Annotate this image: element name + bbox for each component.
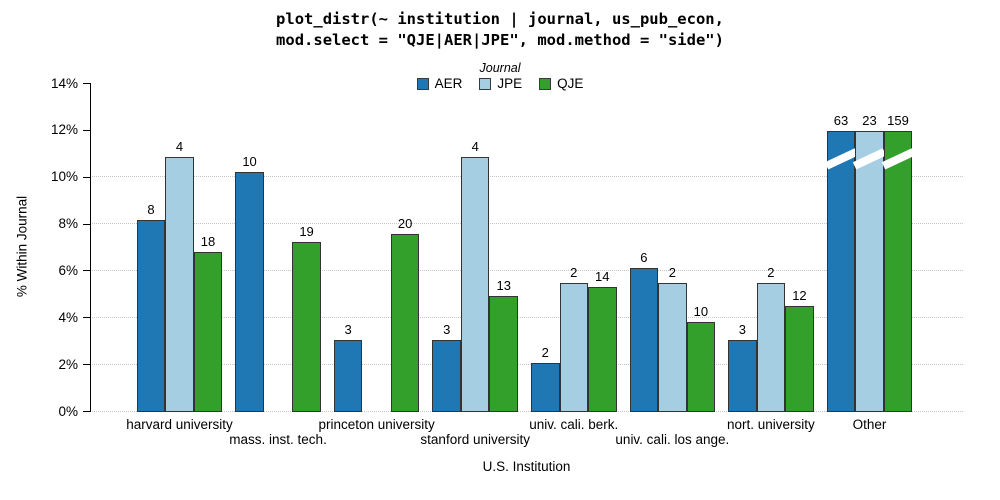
legend-item-label: AER: [434, 76, 463, 91]
bar-aer: [629, 268, 659, 412]
chart-title-line2: mod.select = "QJE|AER|JPE", mod.method =…: [276, 31, 724, 49]
bar-jpe: [165, 156, 194, 412]
bar-value-label: 10: [693, 303, 709, 319]
y-tick: [83, 364, 90, 366]
bar-jpe: [756, 283, 786, 412]
y-tick-label: 0%: [58, 403, 78, 419]
bar-aer: [432, 339, 461, 412]
bar-value-label: 63: [833, 113, 849, 129]
bar-jpe: [559, 283, 589, 412]
bar-value-label: 12: [792, 287, 807, 303]
bar-qje: [193, 251, 223, 412]
x-category-label: princeton university: [318, 417, 435, 432]
y-tick: [83, 83, 90, 84]
x-category-label: univ. cali. berk.: [529, 417, 619, 432]
bar-aer: [531, 362, 560, 412]
bar-value-label: 3: [443, 321, 451, 337]
legend-item-aer: AER: [416, 76, 463, 91]
y-axis-line: [90, 83, 91, 412]
x-category-label: nort. university: [727, 417, 815, 432]
legend-item-label: JPE: [497, 76, 523, 91]
y-gridline: [90, 410, 963, 412]
bar-qje: [881, 131, 915, 412]
y-tick: [83, 411, 90, 412]
legend-item-qje: QJE: [539, 76, 583, 91]
y-tick: [83, 176, 90, 178]
bar-value-label: 14: [595, 268, 610, 284]
y-gridline: [90, 223, 963, 225]
axis-break-mark: [853, 148, 886, 170]
y-gridline: [90, 269, 963, 271]
bar-aer: [728, 339, 757, 412]
y-tick: [83, 223, 90, 225]
x-category-label: univ. cali. los ange.: [615, 432, 730, 447]
bar-value-label: 3: [344, 321, 352, 337]
legend-title: Journal: [479, 61, 521, 75]
bar-value-label: 2: [541, 344, 549, 360]
bar-aer: [136, 220, 166, 412]
axis-break-mark: [824, 148, 858, 170]
bar-qje: [489, 296, 518, 412]
y-tick-label: 14%: [50, 75, 78, 91]
bar-value-label: 4: [471, 138, 479, 154]
bar-jpe: [658, 283, 687, 412]
legend-item-jpe: JPE: [479, 76, 522, 91]
bar-value-label: 2: [767, 265, 775, 281]
bar-value-label: 2: [668, 265, 676, 281]
x-axis-title: U.S. Institution: [482, 459, 571, 474]
x-category-label: mass. inst. tech.: [229, 432, 327, 447]
bar-value-label: 18: [200, 233, 216, 249]
legend-swatch-jpe: [479, 77, 492, 90]
legend: Journal AER JPE QJE: [0, 61, 1000, 91]
bar-value-label: 2: [570, 265, 578, 281]
legend-item-label: QJE: [557, 76, 584, 91]
axis-break-mark: [881, 148, 915, 170]
chart-title: plot_distr(~ institution | journal, us_p…: [0, 9, 1000, 51]
bar-value-label: 19: [299, 224, 314, 240]
bar-qje: [390, 234, 420, 412]
y-tick-label: 8%: [58, 216, 78, 232]
y-tick: [83, 129, 90, 131]
bar-qje: [588, 286, 617, 412]
y-tick-label: 12%: [50, 122, 78, 138]
y-axis-title: % Within Journal: [14, 195, 30, 298]
bar-value-label: 10: [242, 154, 257, 170]
x-category-label: harvard university: [126, 417, 233, 432]
bar-value-label: 20: [397, 216, 413, 232]
x-category-label: stanford university: [420, 432, 530, 447]
bar-qje: [785, 305, 814, 412]
legend-items: AER JPE QJE: [0, 76, 1000, 91]
legend-swatch-aer: [416, 77, 429, 90]
bar-value-label: 159: [887, 113, 909, 129]
y-tick-label: 4%: [58, 309, 78, 325]
y-gridline: [90, 176, 963, 178]
y-tick: [83, 317, 90, 319]
x-category-label: Other: [852, 417, 887, 432]
bar-value-label: 3: [738, 321, 747, 337]
y-tick-label: 6%: [58, 262, 78, 278]
bar-jpe: [853, 131, 886, 412]
chart-title-line1: plot_distr(~ institution | journal, us_p…: [276, 10, 724, 28]
y-gridline: [90, 363, 963, 365]
bar-aer: [333, 339, 363, 412]
y-tick-label: 10%: [50, 169, 78, 185]
bar-value-label: 6: [640, 250, 648, 266]
bar-value-label: 4: [175, 138, 184, 154]
bar-aer: [824, 131, 858, 412]
bar-qje: [292, 242, 321, 412]
y-tick-label: 2%: [58, 356, 78, 372]
bar-aer: [235, 172, 264, 412]
bar-value-label: 23: [862, 113, 877, 129]
y-gridline: [90, 316, 963, 318]
bar-jpe: [460, 156, 490, 412]
y-tick: [83, 270, 90, 272]
bar-value-label: 8: [147, 202, 155, 218]
bar-qje: [686, 321, 716, 412]
bar-value-label: 13: [496, 278, 511, 294]
legend-swatch-qje: [539, 77, 552, 90]
